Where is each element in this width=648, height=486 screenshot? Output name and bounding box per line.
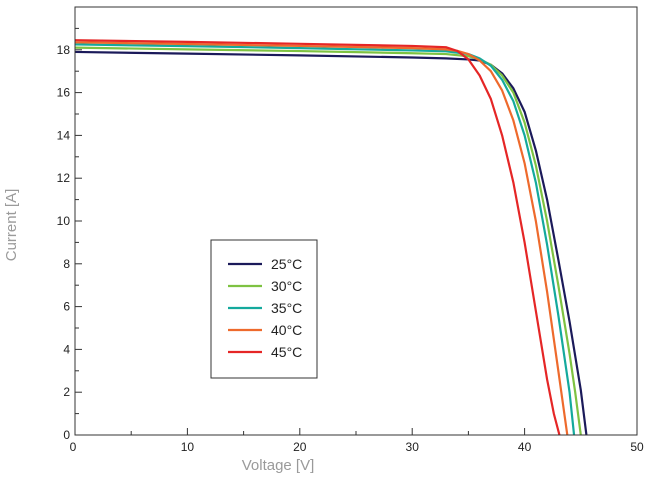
series-line-1 xyxy=(74,50,588,436)
series-line-2 xyxy=(74,46,582,436)
legend-label: 25°C xyxy=(271,256,302,272)
legend-label: 40°C xyxy=(271,322,302,338)
y-tick-label: 10 xyxy=(57,214,71,228)
plot-frame xyxy=(74,6,638,436)
y-tick-label: 2 xyxy=(63,385,70,399)
y-tick-label: 6 xyxy=(63,300,70,314)
x-tick-label: 40 xyxy=(518,440,532,454)
series-line-4 xyxy=(74,41,569,436)
axis-ticks xyxy=(74,6,638,436)
legend: 25°C 30°C 35°C 40°C 45°C xyxy=(210,239,318,379)
y-tick-label: 16 xyxy=(57,86,71,100)
y-tick-label: 0 xyxy=(63,428,70,442)
x-axis-title: Voltage [V] xyxy=(242,457,315,474)
legend-label: 30°C xyxy=(271,278,302,294)
y-tick-label: 18 xyxy=(57,43,71,57)
tick-labels: 0 10 20 30 40 50 0 2 4 6 8 10 12 14 16 18 xyxy=(57,43,644,454)
x-tick-label: 10 xyxy=(181,440,195,454)
y-tick-label: 4 xyxy=(63,342,70,356)
series-layer xyxy=(74,39,588,436)
x-tick-label: 0 xyxy=(70,440,77,454)
y-tick-label: 8 xyxy=(63,257,70,271)
y-axis-title: Current [A] xyxy=(3,189,20,262)
legend-label: 35°C xyxy=(271,300,302,316)
series-line-5 xyxy=(74,39,561,436)
x-tick-label: 20 xyxy=(293,440,307,454)
x-tick-label: 30 xyxy=(406,440,420,454)
y-tick-label: 14 xyxy=(57,128,71,142)
x-tick-label: 50 xyxy=(630,440,644,454)
legend-label: 45°C xyxy=(271,344,302,360)
series-line-3 xyxy=(74,43,576,436)
y-tick-label: 12 xyxy=(57,171,71,185)
